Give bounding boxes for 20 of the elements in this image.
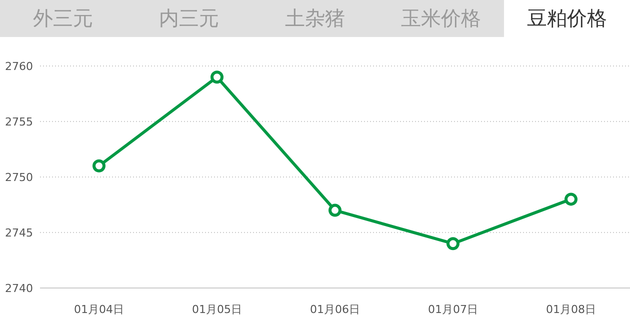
text: 玉米价格 — [401, 6, 481, 30]
x-tick-label: 01月08日 — [546, 303, 596, 316]
x-tick-label: 01月04日 — [74, 303, 124, 316]
y-tick-label: 2755 — [5, 116, 33, 128]
x-tick-label: 01月06日 — [310, 303, 360, 316]
text: 内三元 — [159, 6, 219, 30]
y-tick-label: 2745 — [5, 226, 33, 240]
point — [210, 70, 224, 84]
point — [92, 159, 106, 172]
x-tick-label: 01月05日 — [192, 303, 242, 316]
text: 外三元 — [33, 6, 93, 30]
y-tick-label: 2750 — [5, 171, 33, 184]
point — [564, 192, 578, 206]
point — [328, 204, 342, 217]
x-tick-label: 01月07日 — [428, 303, 478, 316]
point — [446, 237, 460, 250]
y-tick-label: 2740 — [5, 282, 33, 295]
text: 土杂猪 — [285, 6, 345, 30]
chart-title: 豆粕价格 — [527, 6, 607, 30]
y-tick-label: 2760 — [5, 60, 33, 73]
